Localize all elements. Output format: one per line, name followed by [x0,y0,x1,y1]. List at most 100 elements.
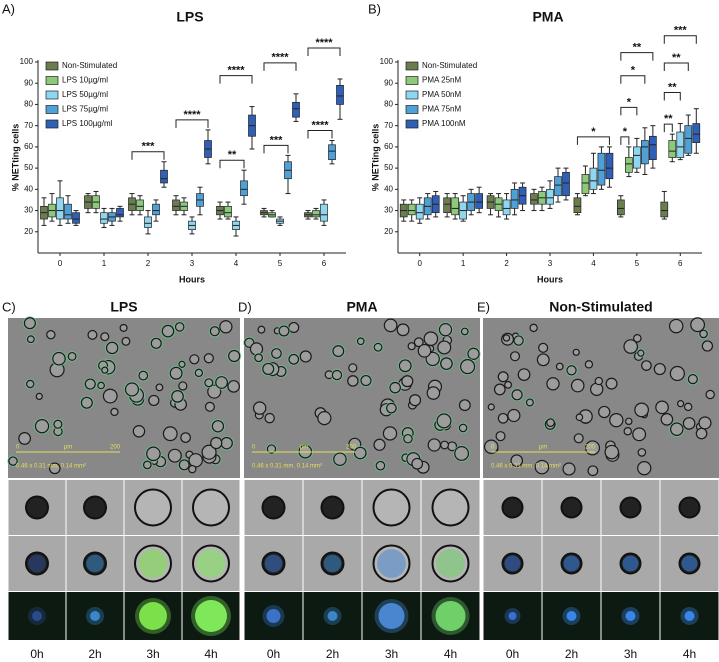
cell [460,327,469,336]
significance-bracket [620,52,654,61]
cell [529,323,538,333]
legend-label: LPS 100µg/ml [62,119,113,128]
significance-bracket [263,62,297,71]
thumb-stain [563,555,580,572]
cell [566,365,577,376]
cell [215,376,229,389]
cell [493,383,506,396]
cell [204,401,215,412]
y-tick-label: 60 [24,142,33,151]
cell [8,456,18,466]
time-label: 0h [506,647,519,661]
cell [150,337,162,349]
cell [148,394,160,407]
box [399,199,408,222]
cell [687,374,698,385]
cell [332,345,345,358]
significance-label: *** [142,141,156,153]
significance-label: **** [183,109,201,121]
box [144,210,152,235]
box [232,216,240,237]
legend-label: Non-Stimulated [62,61,117,70]
box [625,146,633,178]
cell [278,325,290,337]
box-body [660,201,669,218]
panel-label: A) [2,1,15,16]
cell [573,433,584,444]
time-label: 0h [267,647,280,661]
cell [669,365,685,382]
y-tick-label: 20 [24,227,33,236]
y-tick-label: 70 [24,121,33,130]
significance-bracket [663,92,681,101]
cell [203,353,214,364]
cell [155,383,164,392]
cell [347,375,359,387]
cell [411,457,424,470]
box [260,207,268,218]
box [152,199,160,222]
cell [570,378,585,393]
box [304,210,312,220]
cell [637,349,645,357]
scale-unit: µm [64,445,72,451]
significance-bracket [307,130,333,139]
y-tick-label: 20 [384,227,393,236]
box-body [589,167,598,190]
box [451,193,459,220]
significance-label: **** [311,119,329,131]
cell [257,325,266,334]
x-tick-label: 5 [278,259,283,268]
cell [331,369,343,381]
cell [634,402,649,418]
cell [180,432,191,443]
thumb-stain [377,549,406,578]
box-body [605,152,614,180]
cell [48,462,61,475]
cell [23,317,36,330]
cell [623,427,632,436]
cell [670,422,684,436]
box [633,137,641,173]
y-tick-label: 30 [384,206,393,215]
cell [67,351,77,361]
significance-bracket [219,75,253,84]
scale-end: 200 [110,445,121,451]
cell [637,448,647,457]
cell [536,353,550,367]
thumb-cell [192,488,230,527]
time-label: 4h [204,647,217,661]
box-body [530,193,538,205]
cell [162,426,178,442]
significance-bracket [131,151,165,160]
cell [382,426,398,441]
thumb-cell [134,488,172,527]
box [494,193,503,218]
panel-label: E) [477,299,490,314]
box [589,152,598,195]
box [108,207,116,226]
cell [525,398,534,407]
box-body [116,208,124,218]
cell [132,425,146,438]
fluorescence-spot [139,602,167,630]
cell [594,376,604,386]
thumb-cell [261,495,286,520]
legend-swatch [405,105,419,114]
box [136,195,144,216]
box-body [64,203,72,220]
fluorescence-spot [195,600,227,632]
box-body [475,193,483,209]
cell [210,436,223,450]
box [40,197,48,226]
cell [254,353,263,363]
cell [487,403,495,411]
box [276,216,284,226]
box [407,199,416,222]
x-tick-label: 2 [146,259,151,268]
cell [317,410,332,426]
cell [641,360,652,371]
y-tick-label: 80 [24,100,33,109]
cell [655,400,669,415]
x-tick-label: 4 [591,259,596,268]
